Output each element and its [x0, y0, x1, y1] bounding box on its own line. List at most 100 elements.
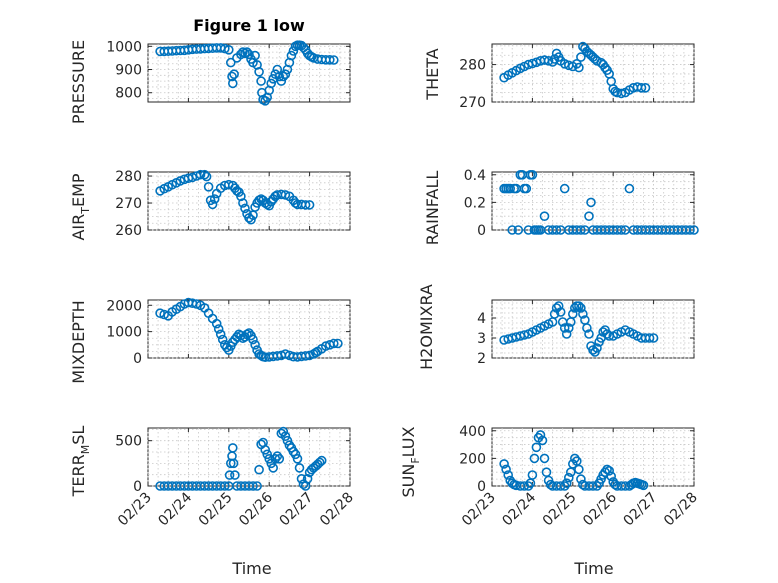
- data-point: [620, 481, 631, 491]
- data-point: [209, 194, 220, 204]
- y-tick-label: 1000: [106, 325, 142, 341]
- data-point: [333, 338, 343, 349]
- data-point: [274, 71, 285, 82]
- data-point: [213, 324, 224, 334]
- data-point: [576, 52, 586, 62]
- data-point: [155, 308, 165, 319]
- data-point: [270, 453, 281, 464]
- y-tick-label: 2000: [106, 298, 142, 314]
- data-point: [689, 225, 699, 235]
- y-tick-label: 0: [477, 479, 486, 495]
- data-point: [519, 330, 530, 340]
- data-point: [574, 62, 584, 73]
- data-point: [559, 183, 570, 194]
- data-point: [276, 76, 287, 86]
- data-point: [602, 329, 612, 339]
- data-point: [640, 83, 651, 93]
- data-point: [236, 191, 246, 202]
- data-point: [207, 199, 218, 210]
- panel-h2omixra: H2OMIXRA 2 3 4: [417, 284, 695, 370]
- data-point: [537, 435, 548, 446]
- data-point: [559, 58, 570, 69]
- data-point: [527, 58, 538, 69]
- y-tick-label: 800: [115, 86, 142, 102]
- data-point: [535, 430, 546, 440]
- data-point: [266, 78, 277, 89]
- data-point: [563, 472, 574, 483]
- data-point: [215, 329, 226, 340]
- data-point: [226, 57, 236, 68]
- data-point: [282, 435, 293, 446]
- data-point: [567, 309, 578, 319]
- data-point: [574, 464, 584, 475]
- panel-mixdepth: MIXDEPTH 0 1000 2000: [69, 297, 351, 384]
- data-point: [604, 465, 615, 476]
- ylabel-air-temp: AIRTEMP: [69, 173, 92, 240]
- data-point: [229, 69, 239, 79]
- data-point: [578, 309, 588, 319]
- data-point: [539, 211, 550, 221]
- ylabel-h2omixra: H2OMIXRA: [417, 284, 436, 370]
- data-point: [248, 334, 258, 345]
- data-point: [561, 478, 572, 489]
- data-point: [499, 459, 509, 469]
- data-point: [224, 470, 235, 480]
- data-point: [569, 453, 580, 464]
- data-point: [304, 200, 315, 210]
- data-point: [224, 44, 234, 55]
- data-point: [286, 50, 297, 61]
- data-point: [246, 214, 256, 225]
- data-point: [256, 76, 266, 86]
- data-point: [220, 43, 230, 54]
- data-point: [624, 183, 635, 194]
- data-point: [606, 471, 617, 482]
- data-point: [292, 453, 303, 464]
- data-point: [545, 479, 556, 490]
- data-point: [203, 182, 214, 192]
- data-point: [290, 198, 301, 208]
- data-point: [586, 197, 596, 208]
- data-point: [505, 183, 516, 194]
- data-point: [685, 225, 695, 235]
- data-point: [503, 470, 514, 480]
- data-point: [254, 67, 264, 77]
- y-tick-label: 270: [459, 95, 486, 111]
- data-point: [278, 426, 289, 437]
- data-point: [248, 481, 258, 491]
- data-point: [195, 169, 206, 180]
- y-tick-label: 0: [133, 351, 142, 367]
- data-point: [543, 55, 554, 66]
- data-point: [294, 463, 305, 473]
- y-tick-label: 3: [477, 331, 486, 347]
- data-point: [584, 211, 594, 221]
- data-point: [539, 453, 550, 464]
- data-point: [521, 183, 532, 194]
- ylabel-terr-msl: TERRMSL: [69, 426, 92, 498]
- xlabel-right: Time: [573, 559, 613, 578]
- data-point: [290, 449, 301, 460]
- data-point: [228, 443, 238, 453]
- y-tick-label: 500: [115, 434, 142, 450]
- data-point: [201, 171, 212, 182]
- y-tick-label: 0: [477, 223, 486, 239]
- data-point: [563, 323, 574, 333]
- data-point: [636, 83, 647, 93]
- y-tick-label: 4: [477, 311, 486, 327]
- data-point: [328, 55, 339, 65]
- y-tick-label: 2: [477, 351, 486, 367]
- data-point: [529, 453, 540, 464]
- data-point: [296, 473, 307, 484]
- data-point: [191, 299, 202, 309]
- data-point: [274, 453, 285, 464]
- data-point: [559, 323, 570, 333]
- y-tick-label: 0.4: [464, 168, 486, 184]
- data-point: [288, 446, 299, 457]
- data-point: [513, 225, 524, 235]
- data-point: [250, 50, 260, 61]
- y-tick-label: 0.2: [464, 195, 486, 211]
- data-point: [228, 458, 239, 469]
- data-point: [270, 191, 281, 202]
- data-point: [187, 172, 198, 183]
- data-point: [238, 198, 248, 208]
